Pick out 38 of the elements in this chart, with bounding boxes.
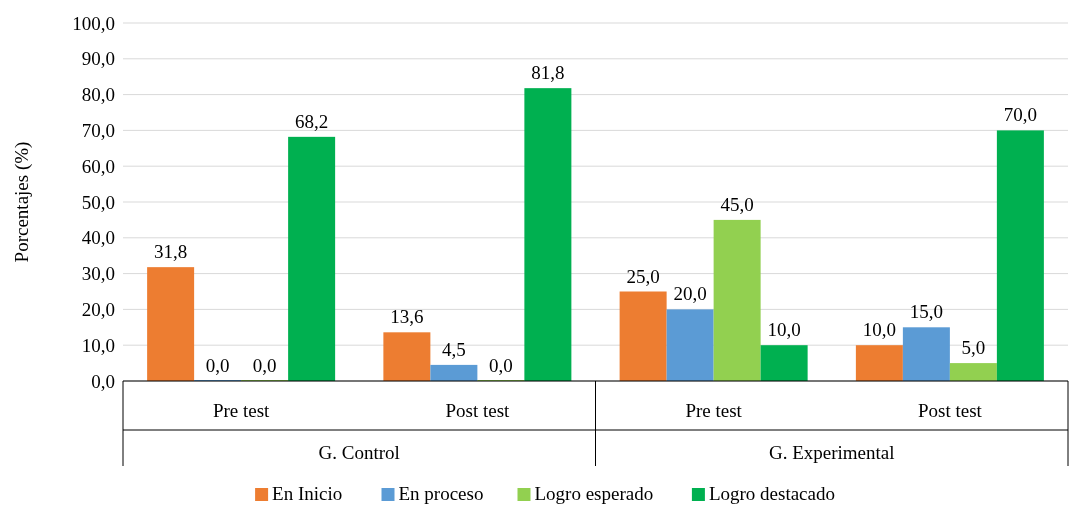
x-tick-label: Post test [917, 399, 983, 421]
data-label: 4,5 [442, 338, 466, 360]
data-label: 45,0 [720, 193, 754, 215]
text: G. Experimental [768, 441, 895, 463]
data-label: 20,0 [673, 283, 707, 305]
y-tick-label: 80,0 [81, 84, 115, 106]
data-label: 5,0 [961, 337, 986, 359]
y-tick-label: 20,0 [81, 299, 115, 321]
data-label: 70,0 [1003, 104, 1037, 126]
y-tick-label: 0,0 [91, 370, 115, 392]
data-label: 0,0 [252, 355, 277, 376]
y-tick-label: 90,0 [81, 48, 115, 70]
data-label: 68,2 [295, 110, 329, 132]
y-tick-label: 40,0 [81, 227, 115, 249]
y-tick-label: 100,0 [72, 12, 115, 34]
x-tick-label: Pre test [212, 399, 271, 421]
y-tick-label: 60,0 [81, 155, 115, 177]
data-label: 13,6 [390, 306, 424, 328]
data-label: 25,0 [626, 265, 660, 287]
y-tick-label: 30,0 [81, 263, 115, 285]
y-axis-title: Porcentajes (%) [11, 141, 33, 263]
legend-label: Logro esperado [534, 483, 654, 504]
y-tick-label: 10,0 [81, 334, 115, 356]
data-label: 15,0 [909, 301, 943, 323]
legend-label: En Inicio [272, 483, 343, 504]
legend-label: Logro destacado [708, 483, 835, 504]
data-label: 31,8 [154, 241, 188, 263]
data-label: 0,0 [489, 355, 513, 376]
text: G. Control [318, 441, 400, 463]
y-tick-label: 70,0 [81, 120, 115, 142]
legend-label: En proceso [398, 483, 484, 504]
data-label: 81,8 [531, 62, 565, 84]
x-tick-label: Post test [445, 399, 511, 421]
data-label: 0,0 [205, 355, 230, 376]
data-label: 10,0 [767, 319, 801, 341]
x-tick-label: Pre test [685, 399, 743, 421]
data-label: 10,0 [862, 319, 896, 341]
y-tick-label: 50,0 [81, 191, 115, 213]
